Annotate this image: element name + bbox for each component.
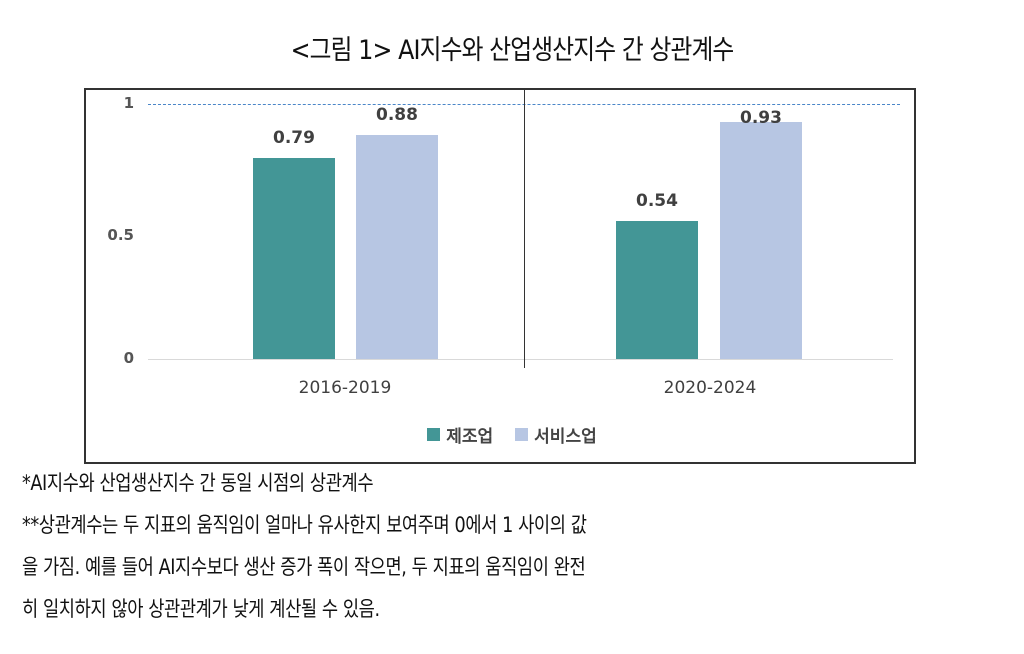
footnote-2-line-1: **상관계수는 두 지표의 움직임이 얼마나 유사한지 보여주며 0에서 1 사… [22,513,587,537]
period-divider [524,88,525,368]
footnote-2-line-3: 히 일치하지 않아 상관관계가 낮게 계산될 수 있음. [22,597,380,621]
legend-item-manufacturing: 제조업 [427,422,493,447]
footnote-1: *AI지수와 산업생산지수 간 동일 시점의 상관계수 [22,471,374,495]
bar-value-label: 0.93 [740,107,782,128]
bar-value-label: 0.79 [273,127,315,148]
legend-item-services: 서비스업 [515,422,597,447]
legend-label-manufacturing: 제조업 [446,427,494,447]
category-label-2020-2024: 2020-2024 [663,378,757,398]
chart-frame [84,88,916,464]
bar-value-label: 0.88 [376,104,418,125]
y-tick-0-5: 0.5 [107,226,134,244]
x-axis-baseline [148,359,893,360]
y-tick-1: 1 [123,94,134,112]
bar-manufacturing-2020-2024 [616,221,698,359]
legend-swatch-manufacturing [427,428,441,441]
bar-services-2016-2019 [356,134,438,359]
legend-swatch-services [515,428,529,441]
bar-value-label: 0.54 [636,191,678,212]
y-tick-0: 0 [123,349,134,367]
category-label-2016-2019: 2016-2019 [298,378,392,398]
legend-label-services: 서비스업 [534,427,597,447]
figure-title: <그림 1> AI지수와 산업생산지수 간 상관계수 [290,35,735,66]
chart-legend: 제조업 서비스업 [0,422,1024,447]
bar-services-2020-2024 [720,121,802,359]
footnote-2-line-2: 을 가짐. 예를 들어 AI지수보다 생산 증가 폭이 작으면, 두 지표의 움… [22,555,586,579]
bar-manufacturing-2016-2019 [253,157,335,359]
